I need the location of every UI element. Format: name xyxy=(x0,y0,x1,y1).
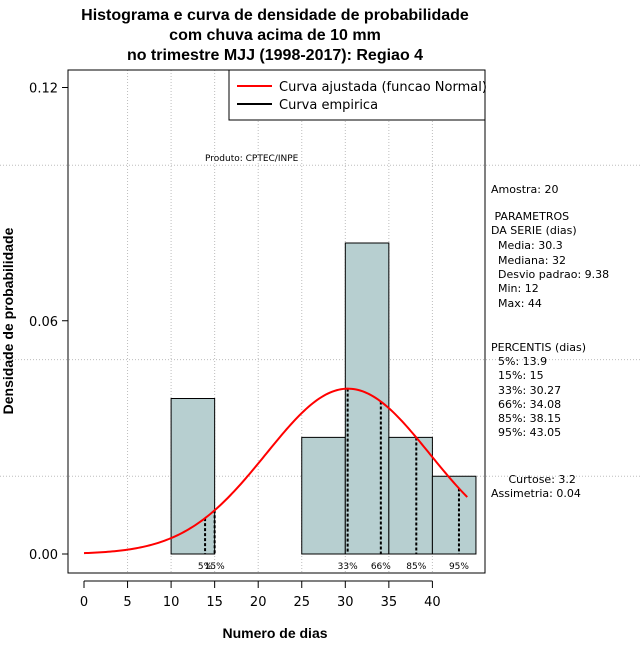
percentile-lines: 5%15% 33% 66% 85% 95% xyxy=(198,388,469,572)
x-tick-label: 40 xyxy=(424,595,441,610)
legend-label-empirical: Curva empirica xyxy=(279,98,378,113)
param-sd: Desvio padrao: 9.38 xyxy=(491,268,610,281)
param-max: Max: 44 xyxy=(491,297,542,310)
histogram-bar xyxy=(344,242,390,555)
percentile-66: 66%: 34.08 xyxy=(491,398,562,411)
side-stats-panel: Amostra: 20 PARAMETROS DA SERIE (dias) M… xyxy=(491,0,609,500)
percentile-label: 5% xyxy=(198,562,213,572)
histogram-bar xyxy=(431,475,477,555)
product-annotation: Produto: CPTEC/INPE xyxy=(205,154,299,164)
histogram-bar xyxy=(170,398,216,555)
chart-title-line-3: no trimestre MJJ (1998-2017): Regiao 4 xyxy=(127,47,423,64)
x-axis-label: Numero de dias xyxy=(222,625,327,641)
param-min: Min: 12 xyxy=(491,282,539,295)
x-tick-label: 30 xyxy=(337,595,354,610)
params-title-1: PARAMETROS xyxy=(491,210,570,223)
histogram-bar xyxy=(301,436,346,555)
y-tick-label: 0.12 xyxy=(29,82,58,97)
percentiles-title: PERCENTIS (dias) xyxy=(491,341,587,354)
chart-title-line-2: com chuva acima de 10 mm xyxy=(169,27,381,44)
legend-label-fit: Curva ajustada (funcao Normal) xyxy=(279,80,487,95)
y-axis-label: Densidade de probabilidade xyxy=(0,227,16,414)
param-mean: Media: 30.3 xyxy=(491,239,563,252)
percentile-15: 15%: 15 xyxy=(491,369,544,382)
x-tick-label: 35 xyxy=(381,595,398,610)
percentile-label: 33% xyxy=(338,562,358,572)
skewness: Assimetria: 0.04 xyxy=(491,487,581,500)
param-median: Mediana: 32 xyxy=(491,254,566,267)
params-title-2: DA SERIE (dias) xyxy=(491,224,577,237)
x-tick-label: 0 xyxy=(80,595,88,610)
x-tick-label: 10 xyxy=(163,595,180,610)
y-tick-label: 0.06 xyxy=(29,315,58,330)
x-tick-label: 25 xyxy=(293,595,310,610)
percentile-label: 15% xyxy=(205,562,225,572)
percentile-label: 85% xyxy=(406,562,426,572)
x-tick-label: 15 xyxy=(206,595,223,610)
percentile-95: 95%: 43.05 xyxy=(491,426,562,439)
histogram-bars xyxy=(170,242,477,555)
legend-box xyxy=(228,69,486,121)
legend: Curva ajustada (funcao Normal) Curva emp… xyxy=(228,69,487,121)
percentile-5: 5%: 13.9 xyxy=(491,355,548,368)
x-tick-label: 20 xyxy=(250,595,267,610)
normal-fit-curve xyxy=(83,387,468,555)
x-tick-label: 5 xyxy=(123,595,131,610)
percentile-33: 33%: 30.27 xyxy=(491,384,562,397)
kurtosis: Curtose: 3.2 xyxy=(491,473,576,486)
percentile-label: 95% xyxy=(449,562,469,572)
percentile-label: 66% xyxy=(371,562,391,572)
percentile-85: 85%: 38.15 xyxy=(491,412,562,425)
chart-title-line-1: Histograma e curva de densidade de proba… xyxy=(81,7,469,24)
histogram-bar xyxy=(388,436,433,555)
y-tick-label: 0.00 xyxy=(29,548,58,563)
sample-size: Amostra: 20 xyxy=(491,183,559,196)
x-axis: 0 5 10 15 20 25 30 35 40 xyxy=(80,580,441,610)
y-axis: 0.00 0.06 0.12 xyxy=(29,82,69,563)
